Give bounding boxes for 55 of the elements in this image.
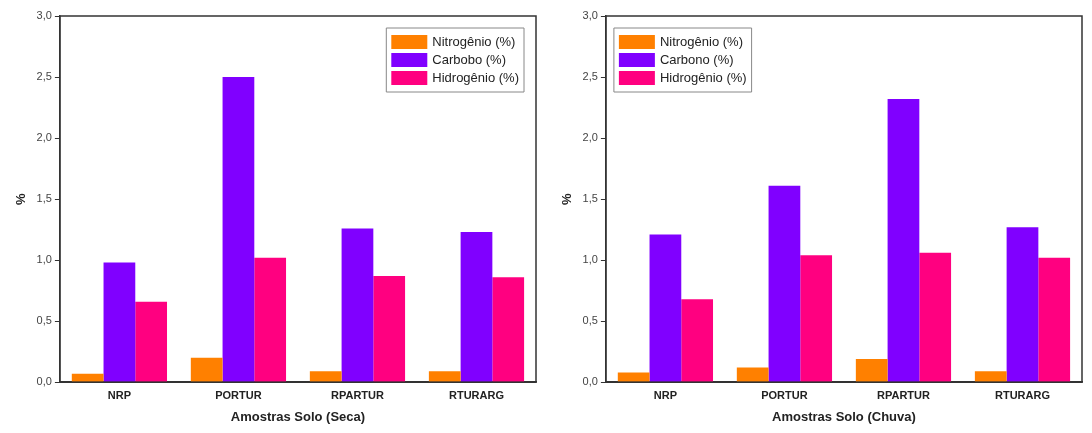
bar	[428, 371, 461, 382]
y-tick-label: 2,0	[36, 131, 52, 144]
bar	[919, 252, 952, 382]
legend-label: Nitrogênio (%)	[432, 33, 516, 49]
y-tick-label: 3,0	[36, 9, 52, 22]
x-tick-label: RTURARG	[994, 388, 1050, 401]
legend-label: Hidrogênio (%)	[432, 69, 519, 85]
y-tick-label: 1,0	[582, 253, 598, 266]
bar	[974, 371, 1007, 382]
bar	[736, 367, 769, 382]
bar	[617, 372, 650, 382]
bar	[341, 228, 374, 382]
bar	[103, 262, 136, 382]
y-tick-label: 2,5	[36, 70, 52, 83]
y-tick-label: 0,0	[582, 375, 598, 388]
bar	[1038, 257, 1071, 382]
x-axis-title: Amostras Solo (Chuva)	[772, 408, 916, 424]
x-axis-title: Amostras Solo (Seca)	[230, 408, 366, 424]
legend-label: Nitrogênio (%)	[659, 33, 743, 49]
bar	[768, 185, 801, 382]
bar	[492, 277, 525, 382]
bar	[190, 357, 223, 382]
y-tick-label: 0,0	[36, 375, 52, 388]
x-tick-label: PORTUR	[215, 388, 262, 401]
y-axis-title: %	[13, 192, 29, 205]
bar	[681, 299, 714, 382]
bar	[649, 234, 682, 382]
bar	[460, 232, 493, 382]
x-tick-label: NRP	[653, 388, 678, 401]
y-tick-label: 1,5	[36, 192, 52, 205]
y-tick-label: 0,5	[582, 314, 598, 327]
y-tick-label: 0,5	[36, 314, 52, 327]
bar	[373, 276, 406, 382]
x-tick-label: RTURARG	[448, 388, 504, 401]
bar	[800, 255, 833, 382]
x-tick-label: RPARTUR	[330, 388, 384, 401]
bar	[254, 257, 287, 382]
y-axis-title: %	[559, 192, 575, 205]
y-tick-label: 2,0	[582, 131, 598, 144]
bar	[1006, 227, 1039, 382]
legend-label: Hidrogênio (%)	[659, 69, 747, 85]
legend-label: Carbono (%)	[659, 51, 734, 67]
legend-label: Carbobo (%)	[432, 51, 506, 67]
y-tick-label: 1,0	[36, 253, 52, 266]
bar	[309, 371, 342, 382]
x-tick-label: PORTUR	[761, 388, 808, 401]
y-tick-label: 1,5	[582, 192, 598, 205]
x-tick-label: NRP	[107, 388, 132, 401]
y-tick-label: 2,5	[582, 70, 598, 83]
bar	[135, 301, 168, 382]
bar	[222, 77, 255, 382]
bar	[887, 99, 920, 382]
bar	[855, 359, 888, 382]
y-tick-label: 3,0	[582, 9, 598, 22]
x-tick-label: RPARTUR	[876, 388, 930, 401]
